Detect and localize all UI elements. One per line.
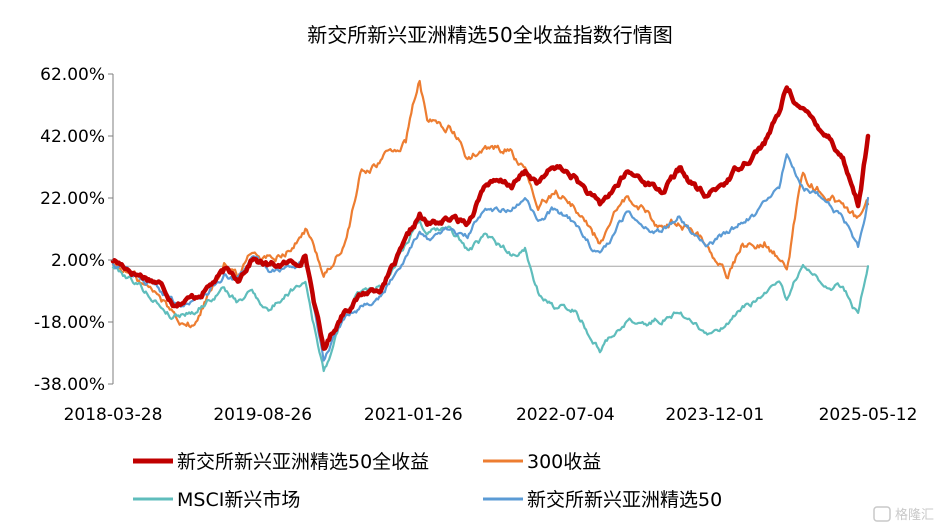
y-tick-label: 2.00% (51, 251, 105, 271)
y-axis-ticks: 62.00% 42.00% 22.00% 2.00% -18.00% -38.00% (34, 65, 113, 395)
y-tick-label: 62.00% (40, 65, 105, 85)
series-line-msci-em (111, 219, 870, 373)
x-tick-label: 2021-01-26 (364, 405, 463, 425)
legend-label: 新交所新兴亚洲精选50 (527, 489, 722, 511)
x-axis-ticks: 2018-03-28 2019-08-26 2021-01-26 2022-07-04… (64, 405, 918, 425)
y-tick-label: 42.00% (40, 127, 105, 147)
legend-label: MSCI新兴市场 (177, 489, 300, 511)
series-line-tr50 (110, 85, 871, 351)
x-tick-label: 2023-12-01 (665, 405, 764, 425)
y-tick-label: -18.00% (34, 313, 105, 333)
x-tick-label: 2022-07-04 (516, 405, 615, 425)
watermark-text: 格隆汇 (895, 507, 934, 523)
watermark: 格隆汇 (873, 506, 934, 523)
legend: 新交所新兴亚洲精选50全收益 300收益 MSCI新兴市场 新交所新兴亚洲精选50 (133, 451, 722, 511)
chart-title: 新交所新兴亚洲精选50全收益指数行情图 (307, 23, 672, 47)
series-layer (110, 79, 871, 373)
watermark-logo-icon (873, 506, 891, 522)
legend-label: 300收益 (527, 451, 601, 473)
x-tick-label: 2025-05-12 (819, 405, 918, 425)
legend-label: 新交所新兴亚洲精选50全收益 (177, 451, 429, 473)
x-tick-label: 2019-08-26 (213, 405, 312, 425)
y-tick-label: 22.00% (40, 189, 105, 209)
y-tick-label: -38.00% (34, 375, 105, 395)
x-tick-label: 2018-03-28 (64, 405, 163, 425)
